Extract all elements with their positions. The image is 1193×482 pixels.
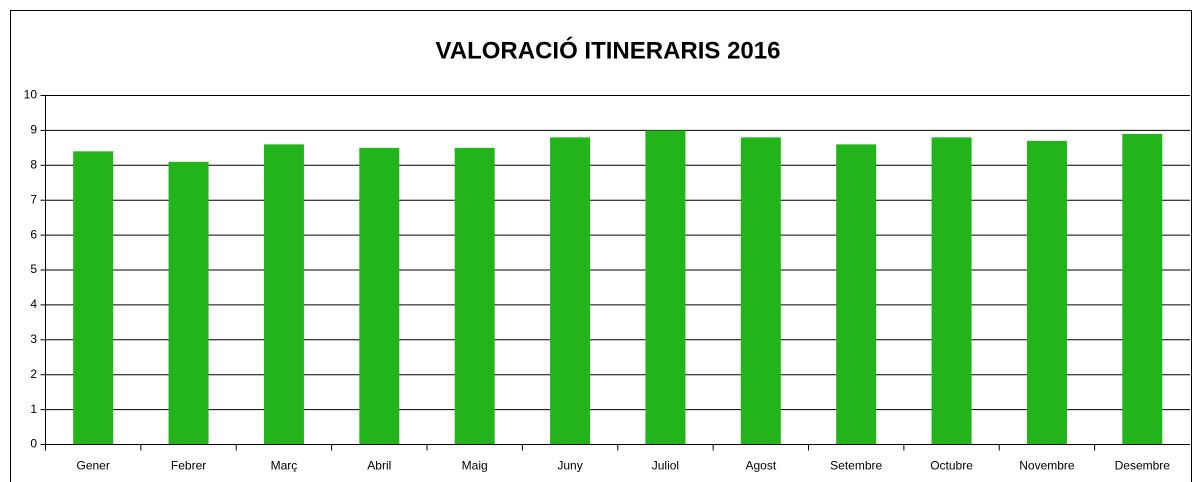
y-tick-label: 2 xyxy=(30,367,37,381)
x-tick-label: Juliol xyxy=(652,459,679,473)
x-tick-label: Març xyxy=(271,459,298,473)
x-tick-label: Febrer xyxy=(171,459,206,473)
y-tick-label: 3 xyxy=(30,332,37,346)
x-tick-label: Octubre xyxy=(930,459,973,473)
y-tick-label: 5 xyxy=(30,262,37,276)
y-tick-label: 9 xyxy=(30,123,37,137)
bar xyxy=(1122,133,1163,445)
bar xyxy=(931,137,972,445)
y-tick-label: 8 xyxy=(30,157,37,171)
bar xyxy=(836,144,877,445)
x-tick-label: Agost xyxy=(745,459,776,473)
y-tick-label: 10 xyxy=(24,88,38,102)
bar xyxy=(263,144,304,445)
y-tick-label: 6 xyxy=(30,227,37,241)
x-tick-label: Juny xyxy=(557,459,582,473)
bar xyxy=(645,130,686,445)
bar xyxy=(73,151,114,445)
bar xyxy=(1026,140,1067,445)
x-tick-label: Setembre xyxy=(830,459,882,473)
y-tick-label: 7 xyxy=(30,192,37,206)
bar xyxy=(359,147,400,445)
bar xyxy=(740,137,781,445)
bar xyxy=(550,137,591,445)
x-tick-label: Maig xyxy=(462,459,488,473)
x-tick-label: Novembre xyxy=(1019,459,1075,473)
x-tick-label: Abril xyxy=(367,459,391,473)
bar xyxy=(454,147,495,445)
y-tick-label: 1 xyxy=(30,402,37,416)
y-tick-label: 4 xyxy=(30,297,37,311)
x-tick-label: Desembre xyxy=(1115,459,1171,473)
y-tick-label: 0 xyxy=(30,437,37,451)
x-tick-label: Gener xyxy=(77,459,110,473)
bar xyxy=(168,161,209,445)
chart-title: VALORACIÓ ITINERARIS 2016 xyxy=(436,36,781,64)
